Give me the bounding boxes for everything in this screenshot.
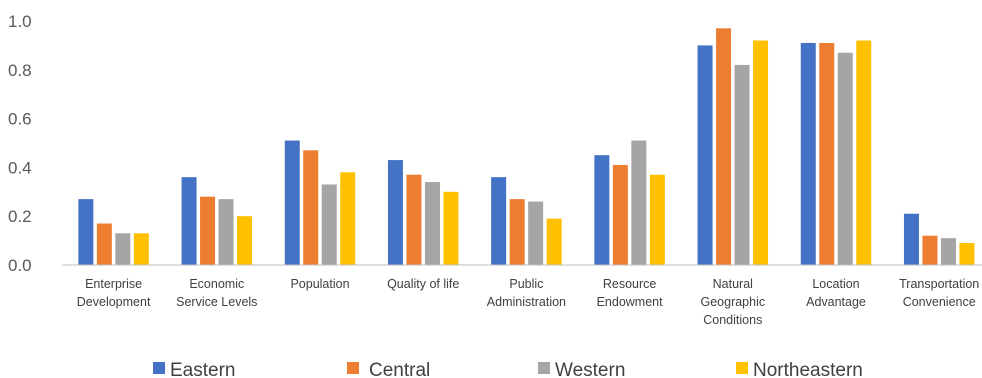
bar-eastern <box>697 45 713 266</box>
bar-western <box>734 64 750 265</box>
bar-northeastern <box>856 40 872 265</box>
legend-label-northeastern: Northeastern <box>753 360 863 378</box>
y-tick-label: 1.0 <box>8 12 32 31</box>
legend-swatch-central <box>347 362 359 374</box>
x-tick-label: Economic Service Levels <box>176 277 257 309</box>
bar-central <box>922 235 938 265</box>
x-tick-label-line: Development <box>77 295 151 309</box>
bar-northeastern <box>133 233 149 265</box>
bar-eastern <box>387 160 403 265</box>
bar-western <box>837 52 853 265</box>
x-tick-label-line: Economic <box>189 277 244 291</box>
bar-western <box>321 184 337 265</box>
x-tick-label: Resource Endowment <box>597 277 664 309</box>
x-axis-labels: Enterprise Development Economic Service Lev… <box>77 277 980 327</box>
bar-northeastern <box>443 191 459 265</box>
legend-label-eastern: Eastern <box>170 360 235 378</box>
x-tick-label-line: Natural <box>713 277 753 291</box>
bar-central <box>612 164 628 265</box>
x-tick-label-line: Advantage <box>806 295 866 309</box>
x-tick-label-line: Quality of life <box>387 277 459 291</box>
y-axis: 0.0 0.2 0.4 0.6 0.8 1.0 <box>8 12 32 275</box>
x-tick-label: Natural Geographic Conditions <box>700 277 765 327</box>
x-tick-label-line: Transportation <box>899 277 979 291</box>
bar-western <box>115 233 131 265</box>
bar-western <box>528 201 544 265</box>
x-tick-label: Public Administration <box>487 277 566 309</box>
legend: Eastern Central Western Northeastern <box>153 360 863 378</box>
x-tick-label: Location Advantage <box>806 277 866 309</box>
bars <box>78 28 975 266</box>
bar-central <box>406 174 422 265</box>
bar-eastern <box>800 42 816 266</box>
bar-eastern <box>284 140 300 265</box>
bar-central <box>509 199 525 265</box>
legend-swatch-eastern <box>153 362 165 374</box>
legend-swatch-western <box>538 362 550 374</box>
legend-swatch-northeastern <box>736 362 748 374</box>
bar-central <box>819 42 835 266</box>
x-tick-label-line: Geographic <box>700 295 765 309</box>
y-tick-label: 0.4 <box>8 158 32 177</box>
x-tick-label-line: Location <box>812 277 859 291</box>
bar-central <box>96 223 112 265</box>
bar-northeastern <box>237 216 253 265</box>
x-tick-label: Quality of life <box>387 277 459 291</box>
y-tick-label: 0.6 <box>8 110 32 129</box>
x-tick-label-line: Conditions <box>703 313 762 327</box>
x-tick-label: Population <box>290 277 349 291</box>
bar-northeastern <box>546 218 562 265</box>
y-tick-label: 0.0 <box>8 256 32 275</box>
x-tick-label: Enterprise Development <box>77 277 151 309</box>
bar-western <box>424 182 440 265</box>
x-tick-label-line: Resource <box>603 277 657 291</box>
bar-northeastern <box>753 40 769 265</box>
bar-western <box>940 238 956 265</box>
bar-western <box>218 199 234 265</box>
x-tick-label: Transportation Convenience <box>899 277 979 309</box>
bar-central <box>303 150 319 265</box>
legend-label-western: Western <box>555 360 625 378</box>
x-tick-label-line: Convenience <box>903 295 976 309</box>
bar-eastern <box>78 199 94 265</box>
legend-label-central: Central <box>369 360 430 378</box>
bar-northeastern <box>340 172 356 265</box>
x-tick-label-line: Endowment <box>597 295 664 309</box>
x-tick-label-line: Public <box>509 277 543 291</box>
bar-eastern <box>181 177 197 265</box>
x-tick-label-line: Service Levels <box>176 295 257 309</box>
bar-central <box>716 28 732 265</box>
bar-northeastern <box>649 174 665 265</box>
x-tick-label-line: Administration <box>487 295 566 309</box>
x-tick-label-line: Enterprise <box>85 277 142 291</box>
bar-northeastern <box>959 243 975 265</box>
y-tick-label: 0.8 <box>8 61 32 80</box>
y-tick-label: 0.2 <box>8 207 32 226</box>
bar-eastern <box>491 177 507 265</box>
bar-eastern <box>903 213 919 265</box>
bar-western <box>631 140 647 265</box>
x-tick-label-line: Population <box>290 277 349 291</box>
bar-central <box>200 196 216 265</box>
bar-eastern <box>594 155 610 265</box>
